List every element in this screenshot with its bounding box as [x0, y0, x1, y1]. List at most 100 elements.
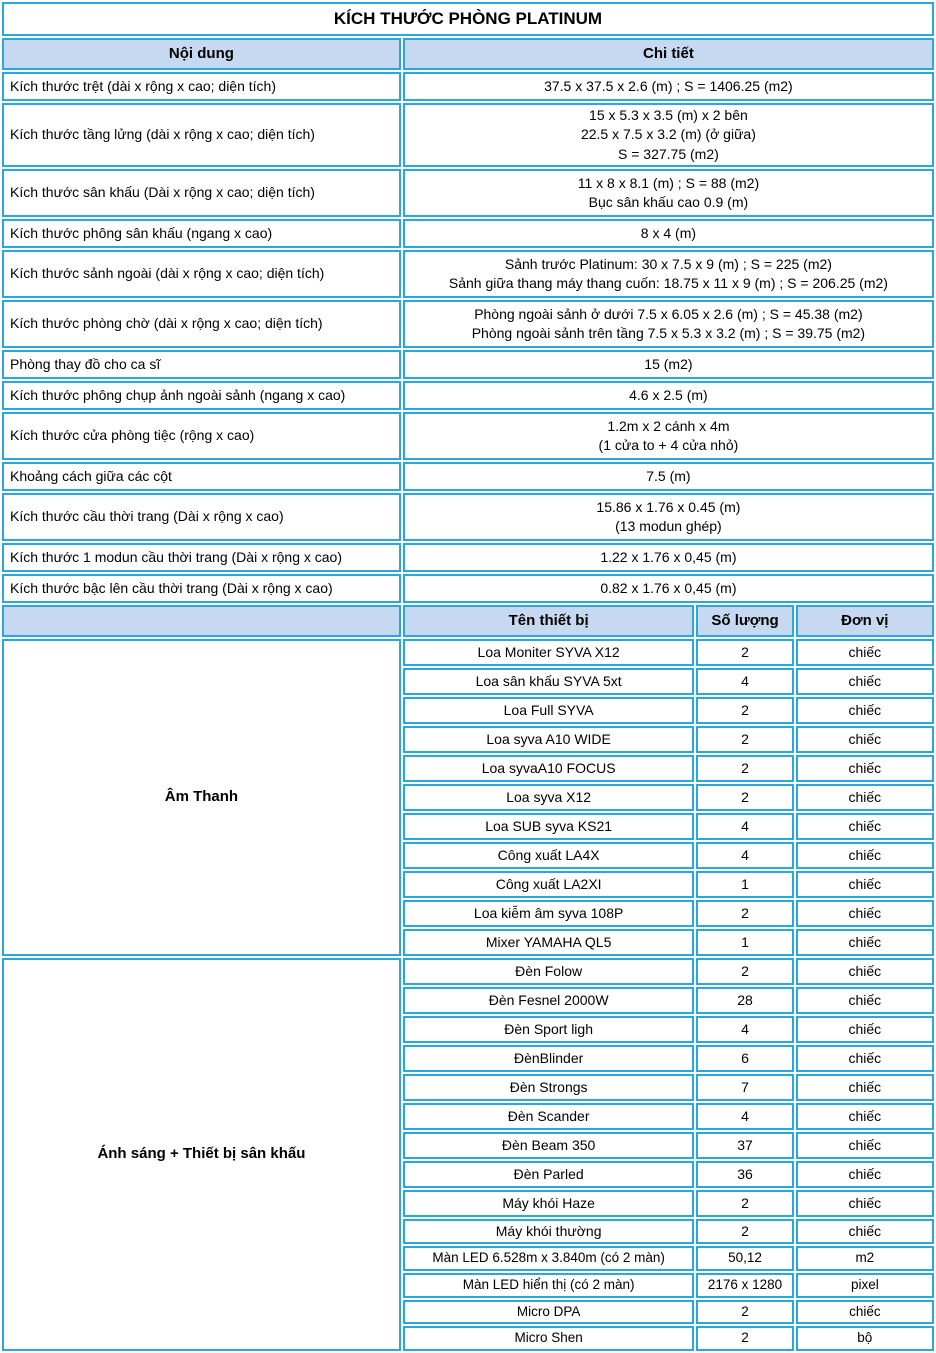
equipment-name-cell: Loa syva X12 — [402, 783, 695, 811]
equipment-unit-cell: chiếc — [795, 1189, 934, 1217]
equipment-qty-cell: 1 — [696, 870, 794, 898]
equipment-unit-cell: chiếc — [795, 1073, 934, 1101]
equipment-name-cell: Màn LED 6.528m x 3.840m (có 2 màn) — [402, 1246, 695, 1271]
equipment-row: Mixer YAMAHA QL5 1 chiếc — [2, 928, 934, 956]
equipment-name-cell: Đèn Fesnel 2000W — [402, 986, 695, 1014]
equipment-row: ĐènBlinder 6 chiếc — [2, 1044, 934, 1072]
equipment-qty-cell: 2 — [696, 725, 794, 753]
column-header-content: Nội dung — [2, 38, 401, 70]
equipment-qty-cell: 6 — [696, 1044, 794, 1072]
equipment-row: Loa SUB syva KS21 4 chiếc — [2, 812, 934, 840]
title-row: KÍCH THƯỚC PHÒNG PLATINUM — [2, 2, 934, 36]
equipment-unit-cell: chiếc — [795, 899, 934, 927]
equipment-unit-cell: chiếc — [795, 1131, 934, 1159]
equipment-name-cell: Micro Shen — [402, 1326, 695, 1351]
equipment-name-cell: Đèn Parled — [402, 1160, 695, 1188]
equipment-unit-cell: chiếc — [795, 1044, 934, 1072]
equipment-unit-cell: chiếc — [795, 928, 934, 956]
equipment-row: Đèn Scander 4 chiếc — [2, 1102, 934, 1130]
equipment-name-cell: Mixer YAMAHA QL5 — [402, 928, 695, 956]
row-label: Kích thước sảnh ngoài (dài x rộng x cao;… — [2, 249, 401, 298]
equipment-row: Đèn Beam 350 37 chiếc — [2, 1131, 934, 1159]
equipment-row: Máy khói thường 2 chiếc — [2, 1218, 934, 1245]
equipment-name-cell: Micro DPA — [402, 1299, 695, 1325]
equipment-row: Loa syva X12 2 chiếc — [2, 783, 934, 811]
equipment-row: Loa kiễm âm syva 108P 2 chiếc — [2, 899, 934, 927]
equipment-row: Đèn Sport ligh 4 chiếc — [2, 1015, 934, 1043]
equipment-qty-cell: 50,12 — [696, 1246, 794, 1271]
equipment-row: Ánh sáng + Thiết bị sân khấu Đèn Folow 2… — [2, 957, 934, 1351]
row-label: Kích thước tầng lửng (dài x rộng x cao; … — [2, 103, 401, 167]
equipment-qty-cell: 2 — [696, 1299, 794, 1325]
row-label: Phòng thay đồ cho ca sĩ — [2, 349, 401, 379]
equipment-name-cell: Công xuất LA4X — [402, 841, 695, 869]
equipment-name-cell: Đèn Scander — [402, 1102, 695, 1130]
table-row: Kích thước phòng chờ (dài x rộng x cao; … — [2, 299, 934, 348]
equipment-row: Màn LED hiển thị (có 2 màn) 2176 x 1280 … — [2, 1272, 934, 1298]
table-row: Kích thước phông sân khấu (ngang x cao) … — [2, 218, 934, 248]
table-row: Kích thước cầu thời trang (Dài x rộng x … — [2, 492, 934, 541]
equipment-row: Loa syvaA10 FOCUS 2 chiếc — [2, 754, 934, 782]
row-detail: 15.86 x 1.76 x 0.45 (m) (13 modun ghép) — [402, 492, 934, 541]
section-label-am-thanh: Âm Thanh — [2, 638, 401, 956]
equipment-name-cell: Máy khói thường — [402, 1218, 695, 1245]
page-title: KÍCH THƯỚC PHÒNG PLATINUM — [2, 2, 934, 36]
section-label-anh-sang: Ánh sáng + Thiết bị sân khấu — [2, 957, 401, 1351]
row-detail: Sảnh trước Platinum: 30 x 7.5 x 9 (m) ; … — [402, 249, 934, 298]
equipment-qty-cell: 7 — [696, 1073, 794, 1101]
equipment-qty-cell: 4 — [696, 812, 794, 840]
equipment-unit-cell: chiếc — [795, 638, 934, 666]
equipment-qty-cell: 4 — [696, 667, 794, 695]
table-row: Kích thước tầng lửng (dài x rộng x cao; … — [2, 103, 934, 167]
row-label: Kích thước cửa phòng tiệc (rộng x cao) — [2, 411, 401, 460]
row-detail: 8 x 4 (m) — [402, 218, 934, 248]
table-row: Kích thước trệt (dài x rộng x cao; diện … — [2, 72, 934, 101]
equipment-qty-cell: 2 — [696, 1326, 794, 1351]
equipment-name-cell: Đèn Sport ligh — [402, 1015, 695, 1043]
equipment-unit-cell: chiếc — [795, 812, 934, 840]
equipment-qty-cell: 4 — [696, 1015, 794, 1043]
row-detail: Phòng ngoài sảnh ở dưới 7.5 x 6.05 x 2.6… — [402, 299, 934, 348]
equipment-qty-cell: 1 — [696, 928, 794, 956]
equipment-unit-cell: chiếc — [795, 841, 934, 869]
equipment-unit-cell: chiếc — [795, 754, 934, 782]
equipment-qty-cell: 2 — [696, 899, 794, 927]
table-row: Kích thước cửa phòng tiệc (rộng x cao) 1… — [2, 411, 934, 460]
row-label: Kích thước phòng chờ (dài x rộng x cao; … — [2, 299, 401, 348]
equipment-row: Đèn Strongs 7 chiếc — [2, 1073, 934, 1101]
equipment-row: Đèn Parled 36 chiếc — [2, 1160, 934, 1188]
equipment-name-cell: Loa syvaA10 FOCUS — [402, 754, 695, 782]
column-header-detail: Chi tiết — [402, 38, 934, 70]
equipment-unit-cell: chiếc — [795, 1015, 934, 1043]
equipment-name-cell: Máy khói Haze — [402, 1189, 695, 1217]
equipment-unit-cell: chiếc — [795, 1299, 934, 1325]
equipment-qty-cell: 2 — [696, 1189, 794, 1217]
equipment-row: Công xuất LA2XI 1 chiếc — [2, 870, 934, 898]
equipment-row: Máy khói Haze 2 chiếc — [2, 1189, 934, 1217]
row-detail: 4.6 x 2.5 (m) — [402, 380, 934, 410]
equipment-name-cell: Loa Full SYVA — [402, 696, 695, 724]
row-detail: 7.5 (m) — [402, 461, 934, 491]
table-row: Kích thước sảnh ngoài (dài x rộng x cao;… — [2, 249, 934, 298]
equipment-unit-cell: chiếc — [795, 1160, 934, 1188]
equipment-unit-cell: chiếc — [795, 696, 934, 724]
equipment-qty-cell: 36 — [696, 1160, 794, 1188]
row-label: Kích thước 1 modun cầu thời trang (Dài x… — [2, 542, 401, 572]
equipment-unit-cell: chiếc — [795, 667, 934, 695]
row-label: Kích thước trệt (dài x rộng x cao; diện … — [2, 72, 401, 101]
row-detail: 1.2m x 2 cánh x 4m (1 cửa to + 4 cửa nhỏ… — [402, 411, 934, 460]
row-label: Kích thước sân khấu (Dài x rộng x cao; d… — [2, 168, 401, 217]
equipment-qty-cell: 2 — [696, 696, 794, 724]
equipment-name-cell: Loa Moniter SYVA X12 — [402, 638, 695, 666]
equipment-row: Màn LED 6.528m x 3.840m (có 2 màn) 50,12… — [2, 1246, 934, 1271]
equipment-qty-cell: 28 — [696, 986, 794, 1014]
equipment-qty-cell: 37 — [696, 1131, 794, 1159]
equipment-unit-cell: chiếc — [795, 957, 934, 985]
equipment-unit-cell: chiếc — [795, 1102, 934, 1130]
equipment-unit-cell: chiếc — [795, 783, 934, 811]
equipment-qty-cell: 2 — [696, 957, 794, 985]
equipment-unit-cell: chiếc — [795, 1218, 934, 1245]
equipment-row: Loa syva A10 WIDE 2 chiếc — [2, 725, 934, 753]
equipment-name-cell: Loa SUB syva KS21 — [402, 812, 695, 840]
